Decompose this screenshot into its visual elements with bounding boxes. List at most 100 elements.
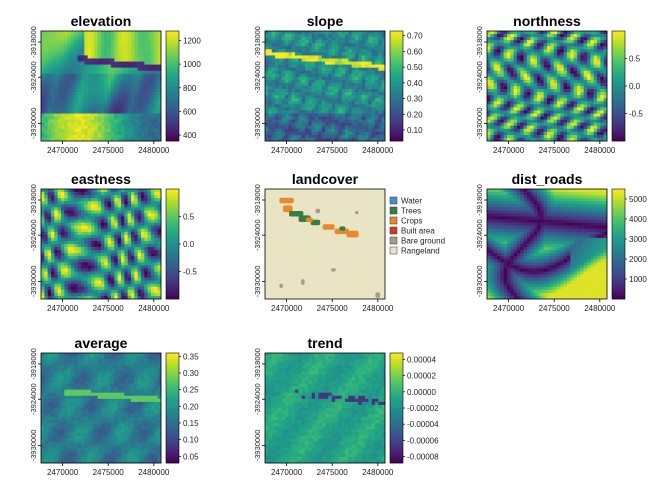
raster-cell	[285, 34, 289, 38]
raster-cell	[51, 225, 55, 230]
raster-cell	[361, 89, 366, 93]
raster-cell	[547, 82, 551, 87]
raster-cell	[361, 131, 366, 136]
raster-cell	[490, 131, 494, 136]
raster-cell	[124, 219, 128, 223]
raster-cell	[593, 95, 598, 99]
raster-cell	[137, 79, 142, 84]
raster-cell	[47, 55, 52, 59]
raster-cell	[137, 107, 142, 111]
raster-cell	[81, 262, 85, 266]
raster-cell	[500, 70, 504, 75]
raster-cell	[121, 250, 125, 254]
raster-cell	[587, 40, 591, 44]
raster-cell	[144, 64, 148, 68]
raster-cell	[74, 119, 78, 123]
raster-cell	[378, 61, 382, 65]
raster-cell	[91, 86, 95, 90]
raster-cell	[61, 201, 65, 205]
raster-cell	[338, 46, 342, 50]
raster-cell	[321, 113, 326, 117]
raster-cell	[41, 234, 45, 239]
raster-cell	[590, 104, 594, 108]
raster-cell	[315, 113, 319, 117]
raster-cell	[147, 116, 152, 120]
raster-cell	[513, 73, 518, 78]
x-tick-label: 2470000	[493, 146, 525, 155]
raster-cell	[81, 119, 85, 123]
raster-cell	[285, 125, 289, 130]
raster-cell	[97, 207, 102, 211]
raster-cell	[371, 92, 376, 96]
raster-cell	[124, 37, 128, 41]
colorbar-segment	[390, 64, 403, 68]
raster-cell	[325, 46, 329, 50]
raster-cell	[61, 204, 65, 208]
raster-cell	[74, 116, 78, 120]
raster-cell	[530, 76, 534, 81]
raster-cell	[563, 73, 568, 78]
raster-cell	[487, 49, 491, 53]
raster-cell	[338, 122, 342, 127]
raster-cell	[500, 55, 504, 59]
raster-cell	[533, 89, 538, 93]
raster-cell	[341, 122, 346, 127]
raster-cell	[537, 34, 541, 38]
raster-cell	[87, 43, 92, 47]
raster-cell	[74, 107, 78, 111]
raster-cell	[74, 31, 78, 35]
raster-cell	[41, 228, 45, 233]
raster-cell	[91, 58, 95, 62]
raster-cell	[321, 128, 326, 133]
raster-cell	[74, 228, 78, 233]
raster-cell	[54, 237, 58, 242]
raster-cell	[97, 79, 102, 84]
raster-cell	[278, 70, 282, 75]
raster-cell	[154, 216, 158, 220]
raster-cell	[520, 107, 524, 111]
panel-title: elevation	[71, 13, 132, 29]
raster-cell	[127, 216, 132, 220]
raster-cell	[540, 37, 544, 41]
raster-cell	[560, 122, 564, 127]
raster-cell	[553, 119, 558, 123]
raster-cell	[124, 125, 128, 130]
raster-cell	[271, 52, 276, 56]
raster-cell	[345, 113, 349, 117]
raster-cell	[127, 244, 132, 248]
raster-cell	[157, 101, 162, 105]
raster-cell	[101, 192, 105, 196]
raster-cell	[335, 70, 339, 75]
raster-cell	[84, 40, 88, 44]
y-tick-label: -3930000	[475, 108, 484, 140]
raster-cell	[154, 253, 158, 257]
raster-cell	[381, 55, 386, 59]
raster-cell	[151, 37, 155, 41]
raster-cell	[577, 31, 581, 35]
raster-cell	[81, 204, 85, 208]
raster-cell	[94, 43, 98, 47]
raster-cell	[87, 137, 92, 142]
raster-cell	[268, 67, 272, 72]
raster-cell	[74, 98, 78, 102]
raster-cell	[291, 128, 296, 133]
raster-cell	[64, 231, 68, 236]
raster-cell	[51, 128, 55, 133]
raster-cell	[47, 137, 52, 142]
raster-cell	[378, 131, 382, 136]
raster-cell	[513, 46, 518, 50]
raster-cell	[381, 119, 386, 123]
raster-cell	[331, 37, 336, 41]
raster-cell	[97, 216, 102, 220]
raster-cell	[114, 228, 118, 233]
raster-cell	[328, 89, 332, 93]
raster-cell	[127, 40, 132, 44]
raster-cell	[375, 134, 379, 139]
raster-cell	[84, 228, 88, 233]
raster-cell	[137, 213, 142, 217]
raster-cell	[301, 110, 306, 114]
raster-cell	[321, 104, 326, 108]
raster-cell	[107, 82, 112, 87]
raster-cell	[560, 37, 564, 41]
raster-cell	[583, 101, 588, 105]
